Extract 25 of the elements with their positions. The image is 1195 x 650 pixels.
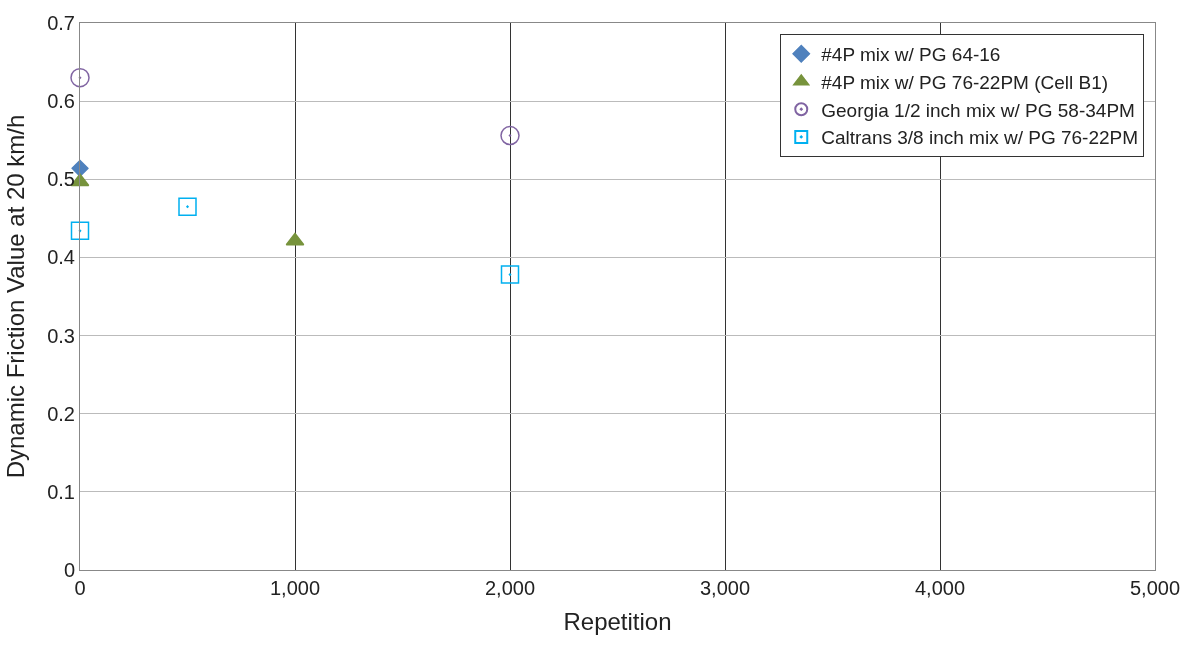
x-tick-label: 1,000 bbox=[269, 577, 321, 599]
point bbox=[178, 197, 197, 216]
point bbox=[500, 125, 520, 146]
y-tick-label: 0.5 bbox=[47, 168, 75, 191]
x-tick-label: 2,000 bbox=[484, 577, 536, 599]
x-axis-title: Repetition bbox=[563, 608, 672, 636]
point bbox=[70, 221, 90, 241]
y-tick-label: 0.6 bbox=[47, 90, 75, 113]
y-axis-title: Dynamic Friction Value at 20 km/h bbox=[2, 114, 30, 479]
x-tick-label: 5,000 bbox=[1129, 577, 1181, 599]
legend-label: Georgia 1/2 inch mix w/ PG 58-34PM bbox=[821, 99, 1135, 121]
point bbox=[285, 232, 305, 246]
point bbox=[500, 265, 520, 284]
legend-label: #4P mix w/ PG 64-16 bbox=[821, 44, 1001, 66]
y-tick-label: 0.1 bbox=[47, 480, 75, 503]
point bbox=[70, 67, 90, 88]
x-tick-label: 4,000 bbox=[914, 577, 966, 599]
legend-label: #4P mix w/ PG 76-22PM (Cell B1) bbox=[821, 71, 1109, 93]
y-tick-label: 0.3 bbox=[47, 324, 75, 347]
y-tick-label: 0.2 bbox=[47, 402, 75, 425]
y-tick-label: 0 bbox=[63, 559, 75, 581]
legend-label: Caltrans 3/8 inch mix w/ PG 76-22PM bbox=[821, 127, 1139, 149]
x-tick-label: 3,000 bbox=[699, 577, 751, 599]
y-tick-label: 0.4 bbox=[47, 246, 75, 269]
y-tick-label: 0.7 bbox=[47, 12, 75, 34]
